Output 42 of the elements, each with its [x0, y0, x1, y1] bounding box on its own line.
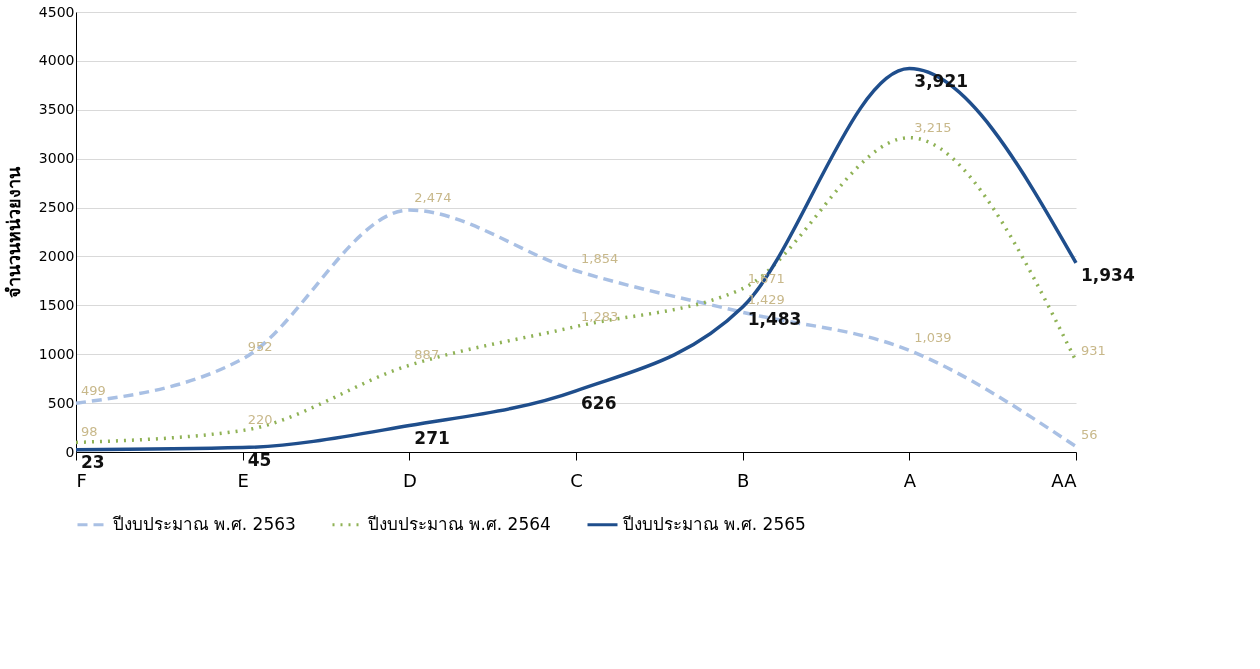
- data-label: 952: [247, 338, 273, 354]
- y-tick-label: 2000: [38, 247, 75, 264]
- data-label: 56: [1081, 426, 1098, 442]
- data-label: 1,854: [581, 250, 619, 266]
- x-tick-label: A: [903, 469, 917, 491]
- data-label: 220: [247, 412, 273, 428]
- x-tick-label: F: [76, 469, 87, 491]
- y-tick-label: 3000: [38, 150, 75, 167]
- y-tick-label: 1000: [38, 345, 75, 362]
- data-label: 499: [81, 383, 106, 399]
- line-series: [74, 208, 1078, 449]
- data-label: 1,429: [747, 292, 785, 308]
- data-label: 931: [1081, 342, 1106, 358]
- y-tick-label: 4000: [38, 52, 75, 69]
- legend-label: ปีงบประมาณ พ.ศ. 2565: [622, 513, 806, 534]
- y-tick-label: 2500: [38, 199, 75, 216]
- line-series: [74, 135, 1078, 445]
- y-tick-label: 0: [65, 443, 75, 460]
- data-label: 626: [581, 392, 617, 413]
- data-label: 1,283: [581, 308, 619, 324]
- data-label: 98: [81, 424, 98, 440]
- y-tick-label: 4500: [38, 3, 75, 20]
- data-label: 271: [414, 427, 450, 448]
- y-tick-label: 500: [47, 394, 75, 411]
- data-label: 45: [247, 449, 272, 470]
- data-label: 2,474: [414, 190, 452, 206]
- data-label: 1,934: [1081, 264, 1135, 285]
- legend-label: ปีงบประมาณ พ.ศ. 2563: [112, 513, 296, 534]
- x-tick-label: AA: [1051, 469, 1078, 491]
- legend-label: ปีงบประมาณ พ.ศ. 2564: [367, 513, 551, 534]
- y-tick-label: 1500: [38, 296, 75, 313]
- x-tick-label: E: [237, 469, 249, 491]
- y-axis-title: จำนวนหน่วยงาน: [2, 166, 24, 298]
- data-label: 887: [414, 347, 440, 363]
- data-label: 1,039: [914, 330, 952, 346]
- data-label: 3,215: [914, 119, 952, 135]
- data-label: 1,483: [747, 309, 802, 329]
- data-label: 23: [81, 451, 105, 472]
- x-tick-label: B: [736, 469, 750, 491]
- x-tick-label: C: [570, 469, 583, 491]
- y-tick-label: 3500: [38, 101, 75, 118]
- x-tick-label: D: [402, 469, 417, 491]
